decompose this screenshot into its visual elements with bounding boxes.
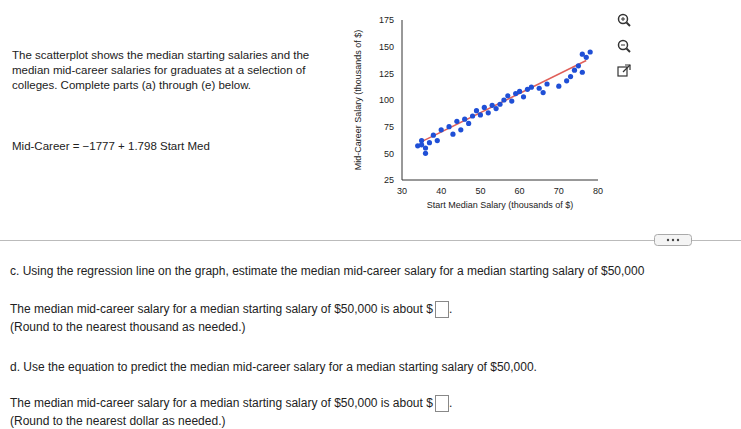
html-text:c. Using the regression line o: c. Using the regression line on the grap… xyxy=(10,264,645,278)
svg-text:30: 30 xyxy=(397,186,407,196)
svg-text:75: 75 xyxy=(384,122,394,132)
svg-text:150: 150 xyxy=(379,42,394,52)
svg-text:125: 125 xyxy=(379,69,394,79)
svg-text:50: 50 xyxy=(384,149,394,159)
svg-text:60: 60 xyxy=(515,186,525,196)
html-text:(Round to the nearest dollar a: (Round to the nearest dollar as needed.) xyxy=(10,414,226,428)
svg-text:70: 70 xyxy=(554,186,564,196)
svg-text:25: 25 xyxy=(384,175,394,185)
html-text:Mid-Career = −1777 + 1.798 Sta: Mid-Career = −1777 + 1.798 Start Med xyxy=(12,140,210,152)
svg-text:80: 80 xyxy=(593,186,603,196)
svg-text:Mid-Career Salary (thousands o: Mid-Career Salary (thousands of $) xyxy=(353,30,363,171)
html-text:d. Use the equation to predict: d. Use the equation to predict the media… xyxy=(10,360,537,374)
svg-text:40: 40 xyxy=(436,186,446,196)
html-text:(Round to the nearest thousand: (Round to the nearest thousand as needed… xyxy=(10,320,246,334)
svg-text:50: 50 xyxy=(475,186,485,196)
svg-text:Start Median Salary (thousands: Start Median Salary (thousands of $) xyxy=(427,200,574,210)
html-text:The median mid-career salary f: The median mid-career salary for a media… xyxy=(10,395,433,410)
html-text:The median mid-career salary f: The median mid-career salary for a media… xyxy=(10,301,433,316)
svg-text:175: 175 xyxy=(379,15,394,25)
html-text:The scatterplot shows the medi: The scatterplot shows the median startin… xyxy=(12,49,310,91)
svg-text:100: 100 xyxy=(379,95,394,105)
